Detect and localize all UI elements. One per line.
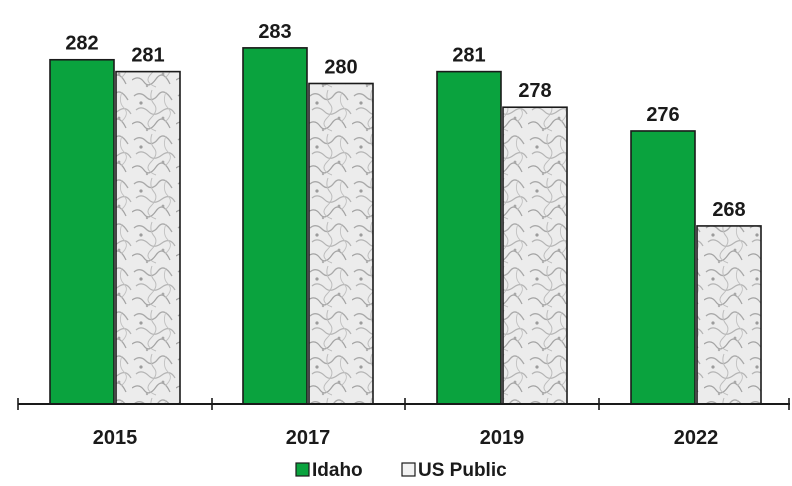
bar-idaho-2017	[242, 47, 308, 405]
x-tick-label-2015: 2015	[93, 427, 138, 449]
data-label-idaho-2019: 281	[452, 45, 485, 67]
legend-item-idaho: Idaho	[295, 460, 363, 481]
bar-us-public-2017	[308, 82, 374, 405]
bars-layer	[49, 47, 762, 405]
legend-label-us-public: US Public	[418, 460, 507, 481]
data-label-idaho-2022: 276	[646, 104, 679, 126]
data-labels-layer: 282 281 283 280 281 278 276 268	[65, 21, 745, 221]
x-tick-label-2017: 2017	[286, 427, 331, 449]
data-label-us-public-2015: 281	[131, 45, 164, 67]
bar-idaho-2015	[49, 58, 115, 405]
legend-swatch-us-public	[401, 462, 416, 477]
bar-us-public-2015	[115, 70, 181, 405]
data-label-us-public-2022: 268	[712, 199, 745, 221]
data-label-idaho-2015: 282	[65, 33, 98, 55]
legend-item-us-public: US Public	[401, 460, 507, 481]
legend-label-idaho: Idaho	[312, 460, 363, 481]
legend: Idaho US Public	[295, 460, 507, 481]
data-label-us-public-2019: 278	[518, 80, 551, 102]
legend-swatch-idaho	[295, 462, 310, 477]
x-axis: 2015 2017 2019 2022	[17, 398, 790, 449]
bar-idaho-2019	[436, 70, 502, 405]
data-label-idaho-2017: 283	[258, 21, 291, 43]
x-tick-label-2019: 2019	[480, 427, 525, 449]
data-label-us-public-2017: 280	[324, 56, 357, 78]
bar-us-public-2019	[502, 106, 568, 405]
x-tick-label-2022: 2022	[674, 427, 719, 449]
bar-idaho-2022	[630, 130, 696, 405]
bar-us-public-2022	[696, 225, 762, 405]
